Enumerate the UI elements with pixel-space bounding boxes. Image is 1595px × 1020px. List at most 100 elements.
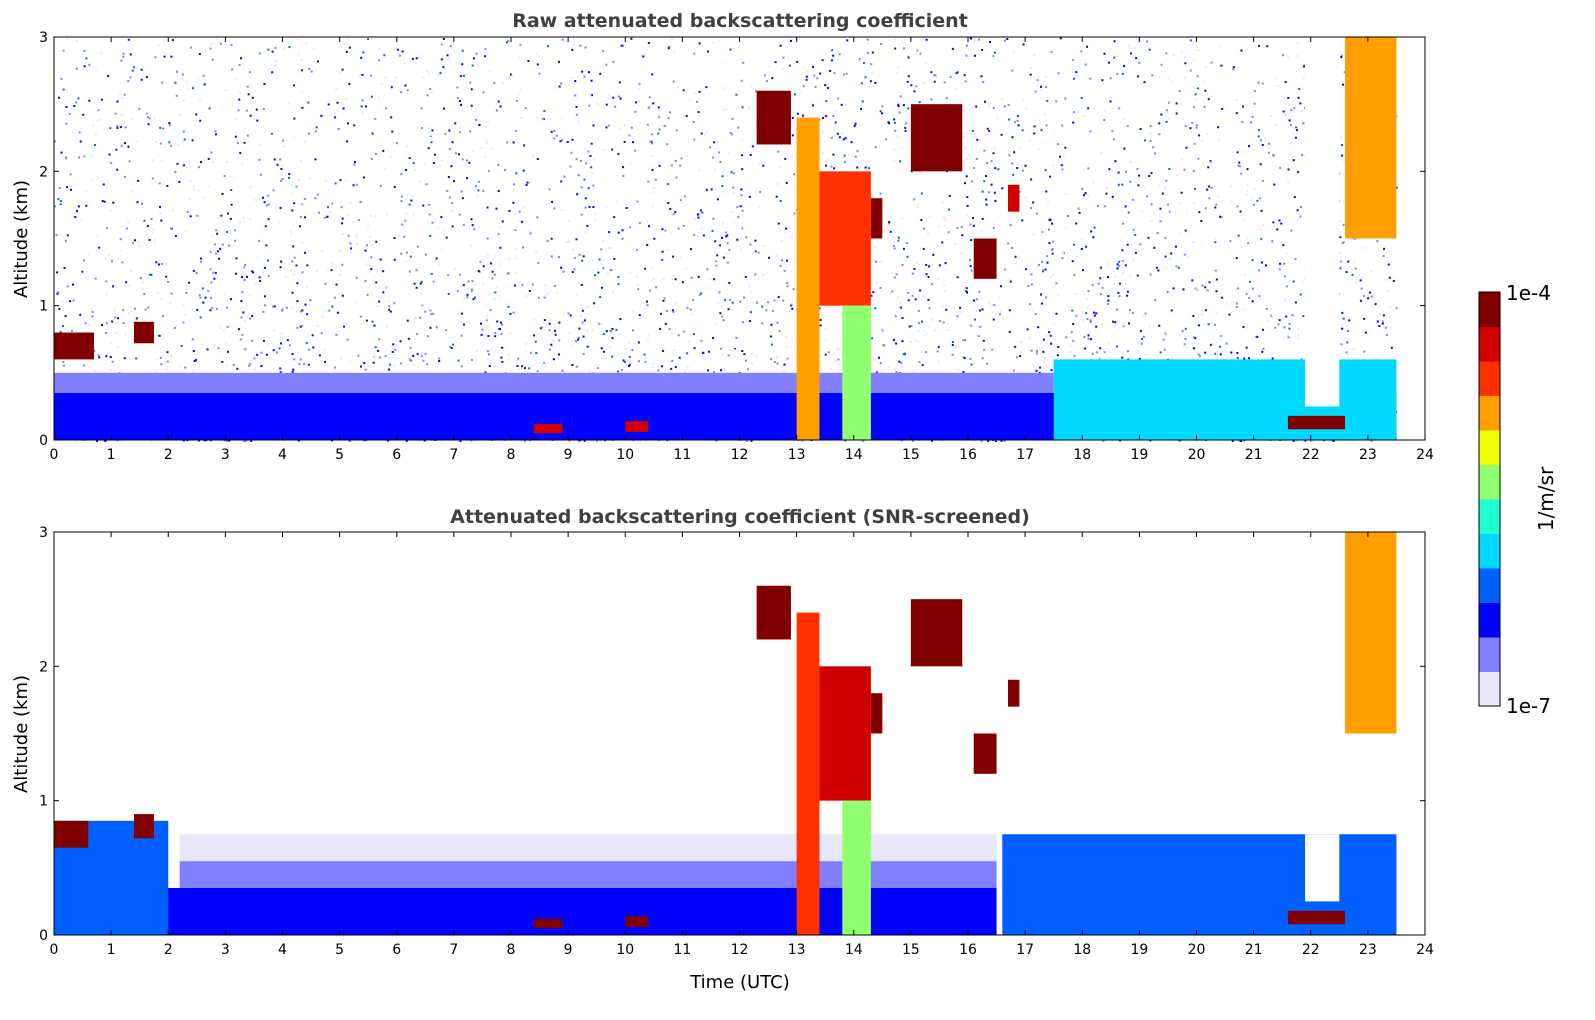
noise-pixel <box>440 58 443 61</box>
noise-pixel <box>546 292 549 295</box>
noise-pixel <box>183 129 186 132</box>
noise-pixel <box>834 121 837 124</box>
noise-pixel <box>110 162 113 165</box>
noise-pixel <box>761 322 764 325</box>
noise-pixel <box>1387 263 1390 266</box>
noise-pixel <box>922 330 925 333</box>
noise-pixel <box>646 123 649 126</box>
noise-pixel <box>114 316 117 319</box>
noise-pixel <box>318 211 321 214</box>
noise-pixel <box>191 307 194 310</box>
noise-pixel <box>617 283 620 286</box>
noise-pixel <box>612 96 615 99</box>
noise-pixel <box>293 358 296 361</box>
noise-pixel <box>1121 249 1124 252</box>
noise-pixel <box>602 283 605 286</box>
noise-pixel <box>578 327 581 330</box>
noise-pixel <box>370 95 373 98</box>
noise-pixel <box>1112 320 1115 323</box>
noise-pixel <box>460 365 463 368</box>
noise-pixel <box>628 134 631 137</box>
noise-pixel <box>954 345 957 348</box>
noise-pixel <box>1293 196 1296 199</box>
noise-pixel <box>652 186 655 189</box>
noise-pixel <box>1242 325 1245 328</box>
noise-pixel <box>584 206 587 209</box>
noise-pixel <box>263 201 266 204</box>
noise-pixel <box>553 137 556 140</box>
noise-pixel <box>1113 40 1116 43</box>
noise-pixel <box>303 363 306 366</box>
noise-pixel <box>901 105 904 108</box>
noise-pixel <box>1172 287 1175 290</box>
noise-pixel <box>662 350 665 353</box>
noise-pixel <box>370 256 373 259</box>
noise-pixel <box>1101 323 1104 326</box>
noise-pixel <box>1278 219 1281 222</box>
noise-pixel <box>854 155 857 158</box>
noise-pixel <box>1163 348 1166 351</box>
noise-pixel <box>600 262 603 265</box>
noise-pixel <box>160 219 163 222</box>
noise-pixel <box>1194 98 1197 101</box>
noise-pixel <box>538 55 541 58</box>
noise-pixel <box>802 85 805 88</box>
noise-pixel <box>400 173 403 176</box>
noise-pixel <box>775 195 778 198</box>
noise-pixel <box>717 151 720 154</box>
noise-pixel <box>254 198 257 201</box>
noise-pixel <box>593 274 596 277</box>
noise-pixel <box>1279 166 1282 169</box>
noise-pixel <box>1126 290 1129 293</box>
noise-pixel <box>622 174 625 177</box>
noise-pixel <box>122 52 125 55</box>
noise-pixel <box>131 189 134 192</box>
noise-pixel <box>417 55 420 58</box>
noise-pixel <box>449 44 452 47</box>
noise-pixel <box>718 186 721 189</box>
noise-pixel <box>466 296 469 299</box>
noise-pixel <box>622 166 625 169</box>
noise-pixel <box>360 56 363 59</box>
noise-pixel <box>613 216 616 219</box>
noise-pixel <box>1087 167 1090 170</box>
noise-pixel <box>941 241 944 244</box>
noise-pixel <box>973 136 976 139</box>
noise-pixel <box>1294 301 1297 304</box>
noise-pixel <box>779 44 782 47</box>
noise-pixel <box>103 200 106 203</box>
noise-pixel <box>207 157 210 160</box>
noise-pixel <box>58 187 61 190</box>
noise-pixel <box>619 318 622 321</box>
noise-pixel <box>887 121 890 124</box>
noise-pixel <box>297 38 300 41</box>
noise-pixel <box>1279 262 1282 265</box>
noise-pixel <box>1183 253 1186 256</box>
noise-pixel <box>303 140 306 143</box>
noise-pixel <box>301 271 304 274</box>
noise-pixel <box>1255 335 1258 338</box>
noise-pixel <box>888 122 891 125</box>
noise-pixel <box>409 255 412 258</box>
noise-pixel <box>874 246 877 249</box>
noise-pixel <box>124 333 127 336</box>
noise-pixel <box>919 273 922 276</box>
noise-pixel <box>371 132 374 135</box>
noise-pixel <box>508 358 511 361</box>
noise-pixel <box>1183 76 1186 79</box>
noise-pixel <box>740 188 743 191</box>
noise-pixel <box>620 44 623 47</box>
noise-pixel <box>1045 190 1048 193</box>
noise-pixel <box>835 347 838 350</box>
noise-pixel <box>1137 184 1140 187</box>
noise-pixel <box>1287 96 1290 99</box>
noise-pixel <box>442 107 445 110</box>
noise-pixel <box>862 439 865 442</box>
noise-pixel <box>78 156 81 159</box>
noise-pixel <box>1077 74 1080 77</box>
noise-pixel <box>194 359 197 362</box>
noise-pixel <box>1142 335 1145 338</box>
noise-pixel <box>754 251 757 254</box>
noise-pixel <box>215 252 218 255</box>
noise-pixel <box>1187 146 1190 149</box>
